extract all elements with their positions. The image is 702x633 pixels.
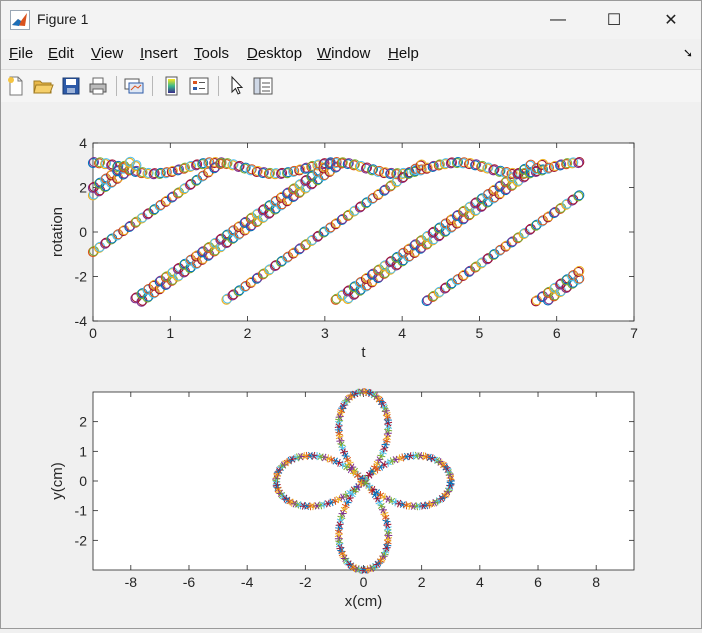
link-plot-icon[interactable]: [123, 75, 145, 97]
property-inspector-icon[interactable]: [252, 75, 274, 97]
matlab-logo-icon: [10, 10, 30, 30]
top-ytick-label: -2: [75, 269, 88, 285]
window-title: Figure 1: [37, 11, 88, 27]
top-ytick-label: 0: [79, 224, 87, 240]
top-xtick-label: 7: [630, 325, 638, 341]
colorbar-icon[interactable]: [161, 75, 183, 97]
bottom-ytick-label: 1: [79, 443, 87, 459]
new-figure-icon[interactable]: [5, 75, 27, 97]
axes-top[interactable]: 0 1 2 3 4 5 6 7 -4 -2 0 2 4 t rotation: [49, 135, 638, 361]
menu-file[interactable]: File: [9, 45, 33, 62]
top-ylabel: rotation: [49, 207, 66, 257]
open-file-icon[interactable]: [32, 75, 54, 97]
bottom-xtick-label: -6: [183, 574, 196, 590]
legend-icon[interactable]: [188, 75, 210, 97]
top-xtick-label: 3: [321, 325, 329, 341]
bottom-ytick-label: 0: [79, 473, 87, 489]
bottom-xtick-label: 6: [534, 574, 542, 590]
bottom-ytick-label: 2: [79, 414, 87, 430]
edit-plot-cursor-icon[interactable]: [226, 75, 248, 97]
menu-edit[interactable]: Edit: [48, 45, 74, 62]
top-xtick-label: 0: [89, 325, 97, 341]
bottom-xlabel: x(cm): [345, 593, 383, 610]
bottom-xtick-label: -4: [241, 574, 254, 590]
top-xtick-label: 4: [398, 325, 406, 341]
menu-help[interactable]: Help: [388, 45, 419, 62]
maximize-button[interactable]: ☐: [585, 1, 643, 39]
toolbar: [1, 69, 701, 103]
minimize-icon: —: [550, 11, 566, 29]
close-icon: ✕: [664, 10, 677, 30]
menu-bar: File Edit View Insert Tools Desktop Wind…: [1, 41, 701, 67]
title-bar[interactable]: Figure 1 — ☐ ✕: [1, 1, 701, 39]
maximize-icon: ☐: [607, 10, 621, 30]
bottom-ytick-label: -1: [75, 503, 88, 519]
top-ytick-label: 2: [79, 180, 87, 196]
toolbar-separator: [218, 76, 219, 96]
bottom-ytick-label: -2: [75, 532, 88, 548]
top-xtick-label: 6: [553, 325, 561, 341]
bottom-xtick-label: 0: [360, 574, 368, 590]
print-icon[interactable]: [87, 75, 109, 97]
menu-window[interactable]: Window: [317, 45, 370, 62]
top-ytick-label: 4: [79, 135, 87, 151]
axes-bottom[interactable]: -8 -6 -4 -2 0 2 4 6 8 -2 -1 0 1 2 x(cm) y(cm): [49, 388, 634, 610]
menu-tools[interactable]: Tools: [194, 45, 229, 62]
dock-arrow-icon[interactable]: ➘: [683, 46, 693, 60]
bottom-xtick-label: -2: [299, 574, 312, 590]
menu-view[interactable]: View: [91, 45, 123, 62]
minimize-button[interactable]: —: [529, 1, 587, 39]
bottom-xtick-label: -8: [125, 574, 138, 590]
figure-canvas: 0 1 2 3 4 5 6 7 -4 -2 0 2 4 t rotation -8 -6 -4 -2 0 2 4 6 8 -2…: [1, 102, 701, 628]
top-xtick-label: 5: [476, 325, 484, 341]
bottom-ylabel: y(cm): [49, 462, 66, 500]
menu-insert[interactable]: Insert: [140, 45, 178, 62]
menu-desktop[interactable]: Desktop: [247, 45, 302, 62]
top-xtick-label: 2: [244, 325, 252, 341]
bottom-xtick-label: 4: [476, 574, 484, 590]
plots-svg: 0 1 2 3 4 5 6 7 -4 -2 0 2 4 t rotation -8 -6 -4 -2 0 2 4 6 8 -2…: [1, 102, 701, 628]
close-button[interactable]: ✕: [642, 1, 700, 39]
top-xlabel: t: [361, 344, 366, 361]
bottom-xtick-label: 2: [418, 574, 426, 590]
toolbar-separator: [152, 76, 153, 96]
top-ytick-label: -4: [75, 313, 88, 329]
bottom-data-point: [441, 459, 442, 467]
top-xtick-label: 1: [166, 325, 174, 341]
toolbar-separator: [116, 76, 117, 96]
save-icon[interactable]: [60, 75, 82, 97]
bottom-xtick-label: 8: [592, 574, 600, 590]
